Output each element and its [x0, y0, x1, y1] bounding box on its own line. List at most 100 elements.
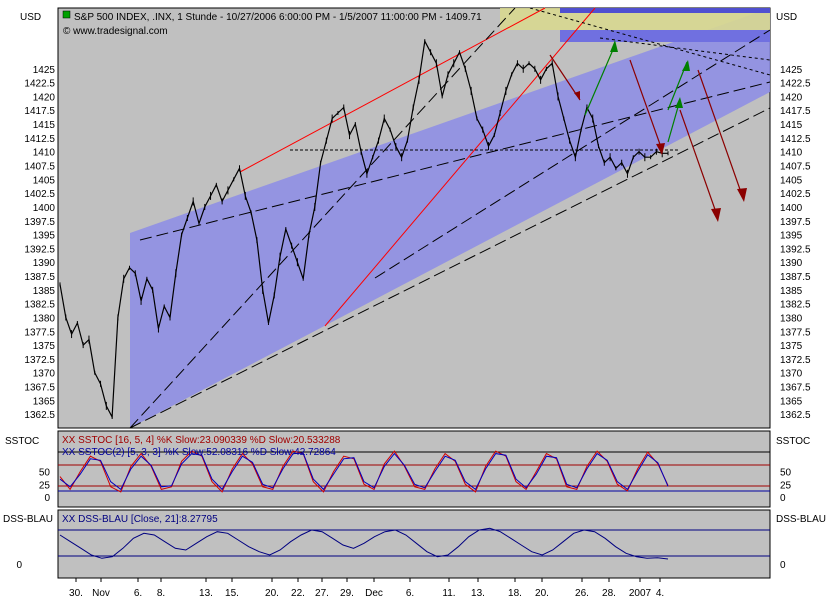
resistance-zone-yellow	[500, 8, 770, 30]
x-axis-label: 13.	[471, 588, 485, 599]
forecast-arrows	[549, 40, 747, 222]
price-y-tick-right: 1367.5	[780, 383, 811, 394]
ssstoc-label-left: SSTOC	[5, 436, 39, 447]
price-y-tick-right: 1410	[780, 148, 803, 159]
price-y-tick-left: 1375	[33, 341, 56, 352]
price-y-tick-left: 1367.5	[24, 383, 55, 394]
axis-ticks: 1425 1425 1422.5 1422.5 1420 1420 1417.5 1417.5…	[16, 65, 811, 599]
x-axis-label: Dec	[365, 588, 383, 599]
x-axis-label: 20.	[265, 588, 279, 599]
price-y-tick-right: 1402.5	[780, 189, 811, 200]
x-axis-label: 22.	[291, 588, 305, 599]
ssstoc-y-tick-left: 50	[39, 468, 51, 479]
price-y-tick-right: 1422.5	[780, 79, 811, 90]
price-y-tick-left: 1425	[33, 65, 56, 76]
bull-arrow-2-head	[675, 97, 683, 108]
price-y-tick-right: 1387.5	[780, 272, 811, 283]
price-y-tick-left: 1382.5	[24, 300, 55, 311]
price-y-tick-left: 1380	[33, 313, 56, 324]
ssstoc-y-tick-right: 50	[780, 468, 792, 479]
x-axis-label: 26.	[575, 588, 589, 599]
price-y-tick-left: 1362.5	[24, 410, 55, 421]
upper-trendline-red	[239, 7, 546, 173]
currency-label-left: USD	[20, 12, 41, 23]
price-y-tick-right: 1405	[780, 175, 803, 186]
bear-arrow-1	[549, 54, 581, 101]
ssstoc-y-tick-right: 0	[780, 493, 786, 504]
price-y-tick-right: 1407.5	[780, 162, 811, 173]
price-y-tick-left: 1377.5	[24, 327, 55, 338]
x-axis-label: 13.	[199, 588, 213, 599]
price-overlays	[129, 7, 771, 429]
price-y-tick-left: 1412.5	[24, 134, 55, 145]
price-y-tick-right: 1370	[780, 369, 803, 380]
x-axis-label: 29.	[340, 588, 354, 599]
bear-arrow-2	[629, 59, 663, 151]
ssstoc-panel[interactable]	[57, 430, 771, 508]
bear-arrow-1-head	[574, 91, 580, 100]
price-y-tick-right: 1420	[780, 92, 803, 103]
x-axis-label: 11.	[442, 588, 455, 599]
x-axis-label: 8.	[157, 588, 165, 599]
price-y-tick-right: 1382.5	[780, 300, 811, 311]
dss-label-right: DSS-BLAU	[776, 514, 826, 525]
price-y-tick-right: 1425	[780, 65, 803, 76]
x-axis-label: Nov	[92, 588, 110, 599]
price-y-tick-right: 1392.5	[780, 244, 811, 255]
lower-trendline-red	[324, 7, 596, 327]
price-y-tick-left: 1417.5	[24, 106, 55, 117]
price-y-tick-right: 1380	[780, 313, 803, 324]
dss-series	[59, 527, 669, 560]
price-y-tick-right: 1400	[780, 203, 803, 214]
bear-arrow-2-head	[656, 143, 665, 155]
dss-label-left: DSS-BLAU	[3, 514, 53, 525]
ssstoc-series-d	[59, 452, 669, 491]
x-axis-label: 20.	[535, 588, 549, 599]
price-y-tick-left: 1422.5	[24, 79, 55, 90]
dotted-trend-6	[599, 37, 771, 61]
ssstoc-y-tick-left: 25	[39, 480, 51, 491]
x-axis-label: 4.	[656, 588, 664, 599]
price-y-tick-left: 1385	[33, 286, 56, 297]
x-axis-label: 27.	[315, 588, 329, 599]
ssstoc-legend-2: XX SSTOC(2) [5, 3, 3] %K Slow:52.08316 %…	[62, 447, 336, 458]
price-line	[59, 39, 668, 420]
price-y-tick-left: 1395	[33, 231, 56, 242]
chart-title: S&P 500 INDEX, .INX, 1 Stunde - 10/27/20…	[74, 12, 482, 23]
oscillator-series-group	[59, 450, 669, 560]
bear-arrow-3	[679, 109, 719, 219]
resistance-zone-blue-top	[560, 8, 770, 13]
price-y-tick-right: 1397.5	[780, 217, 811, 228]
price-y-tick-left: 1410	[33, 148, 56, 159]
x-axis-label: 2007	[629, 588, 652, 599]
price-y-tick-right: 1377.5	[780, 327, 811, 338]
dss-legend: XX DSS-BLAU [Close, 21]:8.27795	[62, 514, 218, 525]
currency-label-right: USD	[776, 12, 797, 23]
price-y-tick-left: 1370	[33, 369, 56, 380]
bull-arrow-1-head	[610, 40, 618, 52]
bull-arrow-1	[584, 44, 616, 116]
copyright-label: © www.tradesignal.com	[63, 26, 168, 37]
x-axis-label: 18.	[508, 588, 522, 599]
ssstoc-legend-1: XX SSTOC [16, 5, 4] %K Slow:23.090339 %D…	[62, 435, 341, 446]
price-y-tick-right: 1390	[780, 258, 803, 269]
price-y-tick-left: 1402.5	[24, 189, 55, 200]
price-y-tick-right: 1372.5	[780, 355, 811, 366]
price-y-tick-right: 1362.5	[780, 410, 811, 421]
price-y-tick-left: 1387.5	[24, 272, 55, 283]
ssstoc-series-k	[59, 450, 669, 493]
price-y-tick-right: 1417.5	[780, 106, 811, 117]
bear-arrow-4	[697, 69, 744, 199]
price-y-tick-right: 1385	[780, 286, 803, 297]
ssstoc-label-right: SSTOC	[776, 436, 810, 447]
dss-panel[interactable]	[57, 509, 771, 579]
price-series-group	[59, 39, 669, 420]
x-axis-label: 15.	[225, 588, 239, 599]
x-axis-label: 6.	[134, 588, 142, 599]
bull-arrow-3-head	[682, 60, 690, 71]
price-y-tick-right: 1412.5	[780, 134, 811, 145]
dss-y-tick-left: 0	[16, 560, 22, 571]
price-y-tick-left: 1372.5	[24, 355, 55, 366]
